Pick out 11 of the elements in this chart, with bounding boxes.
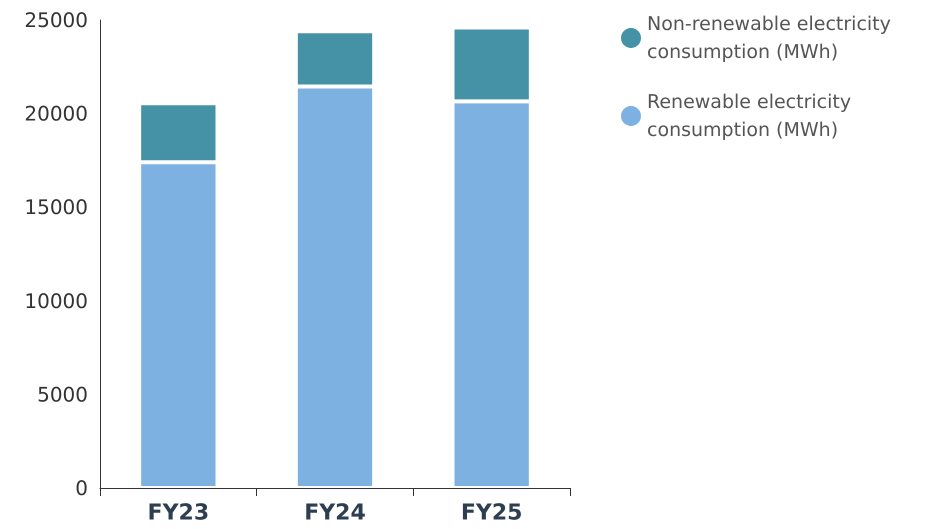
y-tick-label: 20000	[24, 102, 88, 126]
legend-label: Non-renewable electricity consumption (MWh)	[647, 13, 897, 63]
y-tick-label: 25000	[24, 8, 88, 32]
x-tick-label: FY25	[460, 500, 522, 526]
y-tick-label: 15000	[24, 195, 88, 220]
x-tick-label: FY23	[148, 500, 210, 526]
y-tick-label: 5000	[37, 382, 88, 406]
legend-label: Renewable electricity consumption (MWh)	[647, 91, 858, 141]
x-tick-label: FY24	[304, 500, 366, 526]
y-tick-label: 0	[75, 476, 88, 500]
y-tick-label: 10000	[24, 288, 88, 313]
